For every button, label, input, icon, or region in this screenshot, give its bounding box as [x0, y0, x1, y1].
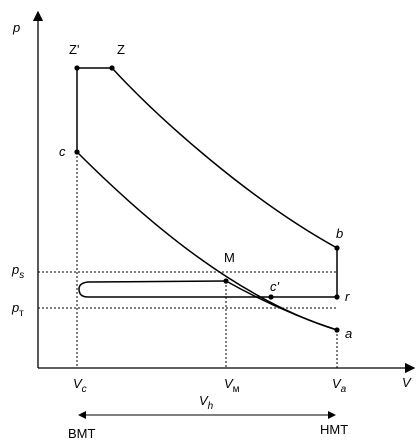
- va-label: Va: [332, 376, 347, 395]
- symbol: V: [224, 376, 234, 391]
- symbol: V: [199, 393, 209, 408]
- vc-label: Vc: [73, 376, 87, 395]
- point: [74, 65, 80, 71]
- point: [74, 149, 80, 155]
- subscript: м: [233, 384, 240, 395]
- x-axis-label: V: [402, 375, 412, 390]
- point: [268, 294, 274, 300]
- symbol: V: [73, 376, 83, 391]
- compression: [76, 151, 338, 331]
- subscript: c: [82, 384, 87, 395]
- pt-label: pт: [11, 300, 24, 319]
- y-axis-label: p: [12, 20, 20, 35]
- point: [334, 294, 340, 300]
- vh-label: Vh: [199, 393, 214, 412]
- symbol: V: [332, 376, 342, 391]
- point-label: c': [270, 279, 280, 294]
- subscript: т: [19, 308, 24, 319]
- point-label: b: [336, 226, 343, 241]
- subscript: h: [208, 401, 214, 412]
- point: [223, 278, 229, 284]
- vm-label: Vм: [224, 376, 240, 395]
- point-label: a: [345, 326, 352, 341]
- point: [109, 65, 115, 71]
- symbol: p: [11, 262, 19, 277]
- ps-label: ps: [11, 262, 24, 281]
- bmt-label: BMT: [68, 426, 96, 441]
- hmt-label: HMT: [320, 422, 348, 437]
- combustion: [76, 67, 112, 152]
- point-label: Z': [69, 42, 79, 57]
- point: [334, 327, 340, 333]
- subscript: s: [19, 270, 24, 281]
- intake: [225, 280, 338, 331]
- point-label: r: [345, 289, 350, 304]
- exhaust-loop: [78, 280, 337, 298]
- subscript: a: [341, 384, 347, 395]
- symbol: p: [11, 300, 19, 315]
- point-label: Z: [117, 42, 125, 57]
- expansion: [111, 67, 338, 297]
- point: [334, 245, 340, 251]
- point-label: c: [59, 144, 66, 159]
- point-label: M: [224, 250, 235, 265]
